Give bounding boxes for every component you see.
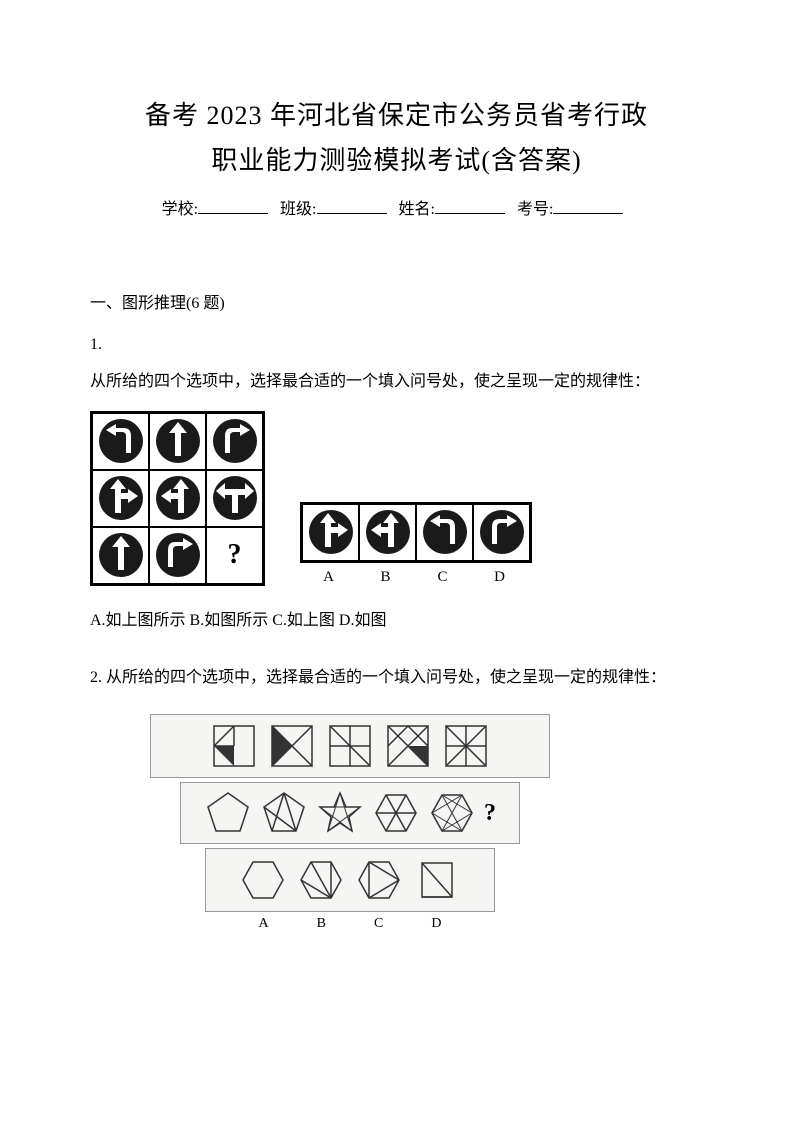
school-label: 学校:: [162, 201, 198, 218]
q1-prompt: 从所给的四个选项中，选择最合适的一个填入问号处，使之呈现一定的规律性：: [90, 364, 703, 401]
label-b: B: [357, 569, 414, 586]
arrow-t-junction-icon: [212, 475, 258, 521]
q2-label-b: B: [317, 916, 326, 932]
examno-blank: [553, 213, 623, 214]
q2-option-labels: A B C D: [205, 916, 495, 932]
student-info-line: 学校: 班级: 姓名: 考号:: [90, 195, 703, 219]
q1-figure: ?: [90, 411, 703, 586]
square-shape-3: [325, 721, 375, 771]
pentagon-lines-icon: [260, 789, 308, 837]
square-shape-4: [383, 721, 433, 771]
hexagon-option-c: [354, 855, 404, 905]
class-label: 班级:: [280, 201, 316, 218]
q2-label-d: D: [431, 916, 441, 932]
q1-cell-2: [149, 413, 206, 470]
q1-cell-4: [92, 470, 149, 527]
arrow-up-icon: [98, 532, 144, 578]
examno-label: 考号:: [517, 201, 553, 218]
doc-title-line1: 备考 2023 年河北省保定市公务员省考行政: [90, 95, 703, 132]
question-mark: ?: [228, 539, 242, 571]
question-2: 2. 从所给的四个选项中，选择最合适的一个填入问号处，使之呈现一定的规律性：: [90, 660, 703, 697]
arrow-fork-up-right-icon: [308, 509, 354, 555]
q1-option-d: [473, 504, 530, 561]
q1-option-labels: A B C D: [300, 569, 532, 586]
q1-cell-5: [149, 470, 206, 527]
q1-option-b: [359, 504, 416, 561]
hexagon-star-icon: [428, 789, 476, 837]
q2-row-3: [205, 848, 495, 912]
hexagon-option-a: [238, 855, 288, 905]
q1-cell-9: ?: [206, 527, 263, 584]
label-d: D: [471, 569, 528, 586]
q2-label-c: C: [374, 916, 383, 932]
arrow-fork-up-right-icon: [98, 475, 144, 521]
school-blank: [198, 213, 268, 214]
class-blank: [317, 213, 387, 214]
shape-option-d: [412, 855, 462, 905]
label-a: A: [300, 569, 357, 586]
question-mark: ?: [484, 789, 496, 837]
q1-option-a: [302, 504, 359, 561]
square-shape-1: [209, 721, 259, 771]
q1-cell-3: [206, 413, 263, 470]
square-shape-5: [441, 721, 491, 771]
q1-cell-7: [92, 527, 149, 584]
hexagon-lines-icon: [372, 789, 420, 837]
name-label: 姓名:: [399, 201, 435, 218]
q1-cell-8: [149, 527, 206, 584]
q1-answer-choices: A.如上图所示 B.如图所示 C.如上图 D.如图: [90, 606, 703, 630]
q1-options-grid: [300, 502, 532, 563]
star-icon: [316, 789, 364, 837]
arrow-fork-up-left-icon: [155, 475, 201, 521]
arrow-turn-left-icon: [98, 418, 144, 464]
arrow-turn-right-icon: [155, 532, 201, 578]
q2-row-1: [150, 714, 550, 778]
pentagon-icon: [204, 789, 252, 837]
q2-label-a: A: [259, 916, 269, 932]
section-heading: 一、图形推理(6 题): [90, 289, 703, 313]
q1-options-container: A B C D: [300, 502, 532, 586]
q2-figure: ? A B C D: [150, 714, 550, 932]
doc-title-line2: 职业能力测验模拟考试(含答案): [90, 140, 703, 177]
arrow-turn-right-icon: [479, 509, 525, 555]
name-blank: [435, 213, 505, 214]
q1-cell-1: [92, 413, 149, 470]
q1-number: 1.: [90, 327, 703, 364]
arrow-up-icon: [155, 418, 201, 464]
arrow-fork-up-left-icon: [365, 509, 411, 555]
question-1: 1. 从所给的四个选项中，选择最合适的一个填入问号处，使之呈现一定的规律性：: [90, 327, 703, 401]
hexagon-option-b: [296, 855, 346, 905]
square-shape-2: [267, 721, 317, 771]
arrow-turn-right-icon: [212, 418, 258, 464]
q2-row-2: ?: [180, 782, 520, 844]
arrow-turn-left-icon: [422, 509, 468, 555]
q1-option-c: [416, 504, 473, 561]
q1-grid: ?: [90, 411, 265, 586]
q1-cell-6: [206, 470, 263, 527]
label-c: C: [414, 569, 471, 586]
